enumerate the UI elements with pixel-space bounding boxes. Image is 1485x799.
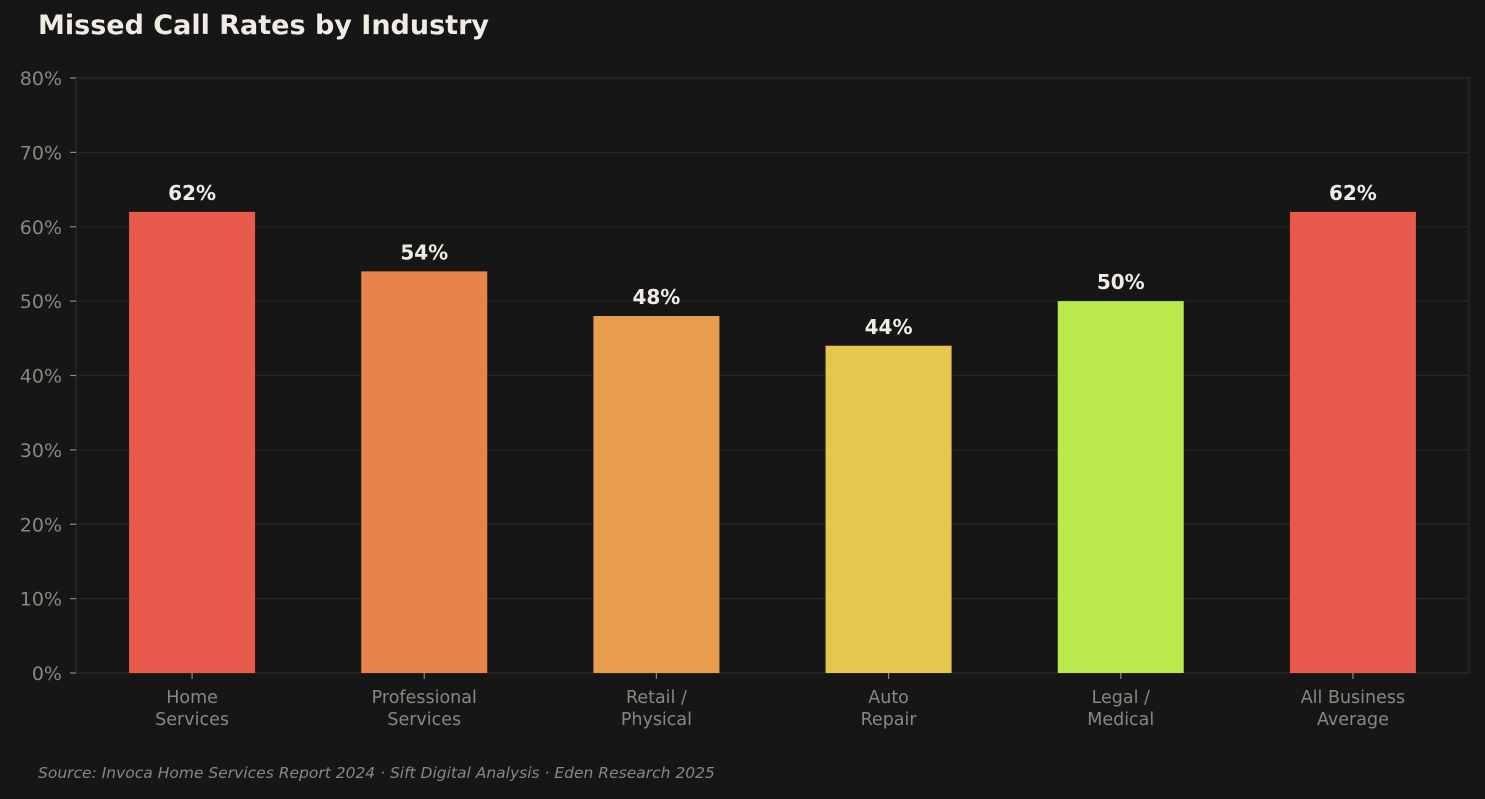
y-tick-label: 0%	[32, 663, 62, 685]
x-tick-label: Medical	[1087, 710, 1154, 730]
y-tick-label: 70%	[20, 142, 62, 164]
data-label: 48%	[632, 285, 680, 309]
y-tick-label: 20%	[20, 514, 62, 536]
data-label: 62%	[168, 181, 216, 205]
bar	[593, 316, 720, 673]
bar	[129, 211, 256, 673]
x-tick-label: Physical	[621, 710, 692, 730]
data-label: 62%	[1329, 181, 1377, 205]
x-tick-label: Legal /	[1092, 688, 1150, 708]
data-label: 54%	[400, 240, 448, 264]
x-tick-label: Auto	[868, 688, 909, 708]
y-tick-label: 10%	[20, 589, 62, 611]
x-tick-label: Average	[1317, 710, 1389, 730]
y-tick-label: 80%	[20, 68, 62, 90]
x-tick-label: Professional	[372, 688, 477, 708]
bar	[361, 271, 488, 673]
bar	[1289, 211, 1416, 673]
x-tick-label: Repair	[861, 710, 918, 730]
y-tick-label: 50%	[20, 291, 62, 313]
y-tick-label: 30%	[20, 440, 62, 462]
x-tick-label: Services	[155, 710, 229, 730]
source-note: Source: Invoca Home Services Report 2024…	[38, 764, 715, 782]
x-tick-label: Home	[166, 688, 218, 708]
chart-title: Missed Call Rates by Industry	[38, 10, 489, 41]
data-label: 44%	[865, 315, 913, 339]
bar	[1057, 301, 1184, 673]
x-tick-label: Retail /	[626, 688, 687, 708]
x-tick-label: All Business	[1301, 688, 1405, 708]
y-tick-label: 60%	[20, 217, 62, 239]
data-label: 50%	[1097, 270, 1145, 294]
y-tick-label: 40%	[20, 366, 62, 388]
bar	[825, 345, 952, 673]
x-tick-label: Services	[387, 710, 461, 730]
